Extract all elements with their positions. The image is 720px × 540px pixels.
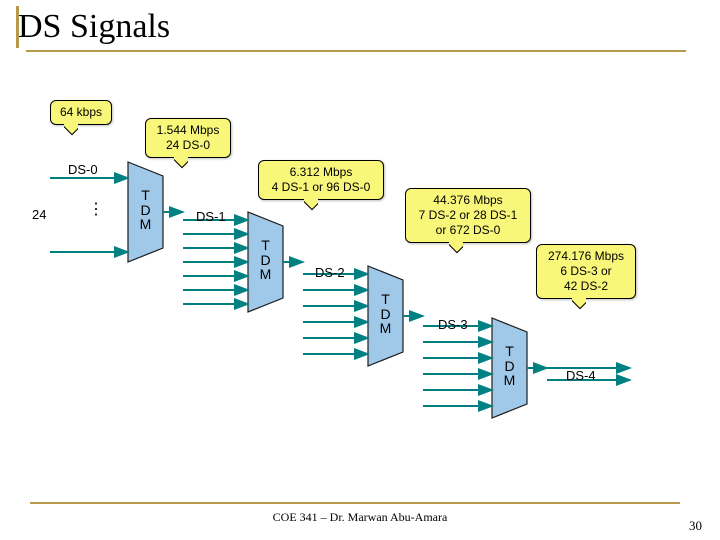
ds-label: DS-4 (566, 368, 596, 383)
ds-label: DS-3 (438, 317, 468, 332)
ds-label: DS-2 (315, 265, 345, 280)
ds-label: DS-1 (196, 209, 226, 224)
ds-label: DS-0 (68, 162, 98, 177)
page-title: DS Signals (16, 8, 704, 46)
page-number: 30 (689, 518, 702, 534)
rate-callout: 64 kbps (50, 100, 112, 125)
ds-signals-diagram: TDMTDMTDMTDM⋮24DS-0DS-1DS-2DS-3DS-464 kb… (30, 100, 670, 460)
slide-footer: COE 341 – Dr. Marwan Abu-Amara 30 (0, 510, 720, 534)
input-count-label: 24 (32, 207, 46, 222)
title-underline (26, 50, 686, 52)
title-accent-bar (16, 6, 19, 48)
title-area: DS Signals (0, 0, 720, 52)
footer-text: COE 341 – Dr. Marwan Abu-Amara (0, 510, 720, 525)
rate-callout: 1.544 Mbps24 DS-0 (145, 118, 231, 158)
rate-callout: 274.176 Mbps6 DS-3 or42 DS-2 (536, 244, 636, 299)
rate-callout: 6.312 Mbps4 DS-1 or 96 DS-0 (258, 160, 384, 200)
footer-line (30, 502, 680, 504)
rate-callout: 44.376 Mbps7 DS-2 or 28 DS-1or 672 DS-0 (405, 188, 531, 243)
input-arrows-ellipsis: ⋮ (88, 207, 104, 213)
